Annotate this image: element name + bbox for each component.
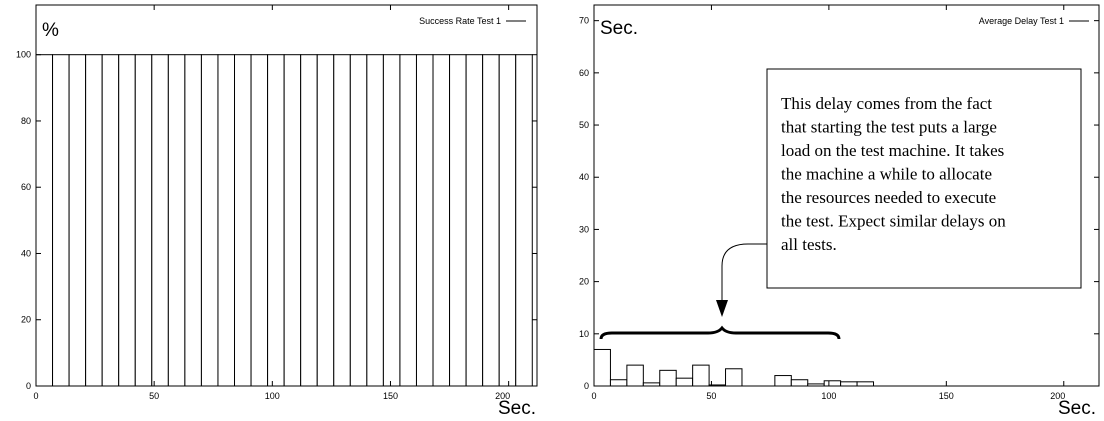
annotation-line: all tests. <box>781 235 837 254</box>
y-tick-label: 40 <box>579 172 589 182</box>
bar <box>300 54 318 387</box>
bar <box>482 54 500 387</box>
bar <box>642 382 661 387</box>
bar <box>184 54 202 387</box>
y-tick-label: 0 <box>26 381 31 391</box>
bar <box>366 54 384 387</box>
x-tick-label: 50 <box>149 391 159 401</box>
bar <box>151 54 169 387</box>
legend-label: Average Delay Test 1 <box>979 16 1064 26</box>
bar <box>659 369 677 387</box>
y-tick-label: 20 <box>21 315 31 325</box>
bar <box>498 54 517 387</box>
x-tick-label: 0 <box>591 391 596 401</box>
x-tick-label: 100 <box>265 391 280 401</box>
annotation-box <box>766 68 1082 289</box>
x-tick-label: 150 <box>383 391 398 401</box>
y-tick-label: 30 <box>579 224 589 234</box>
bar <box>790 379 809 387</box>
annotation-line: This delay comes from the fact <box>781 94 992 113</box>
bar <box>134 54 153 387</box>
y-tick-label: 60 <box>21 182 31 192</box>
bar <box>250 54 269 387</box>
x-tick-label: 200 <box>1050 391 1065 401</box>
bar <box>333 54 351 387</box>
axis-ticks: 0 50 100 150 200 0 10 20 30 40 50 60 70 <box>579 5 1099 401</box>
bar <box>725 368 743 387</box>
bar <box>217 54 236 387</box>
bar <box>316 54 335 387</box>
bar <box>465 54 484 387</box>
annotation-line: that starting the test puts a large <box>781 118 997 137</box>
average-delay-chart: 0 50 100 150 200 0 10 20 30 40 50 60 70 Sec. Sec. Av… <box>579 4 1100 419</box>
y-tick-label: 10 <box>579 329 589 339</box>
bar <box>167 54 186 387</box>
x-tick-label: 0 <box>33 391 38 401</box>
bar <box>68 54 87 387</box>
bar <box>283 54 302 387</box>
x-tick-label: 200 <box>495 391 510 401</box>
bar <box>774 375 792 387</box>
bar <box>382 54 401 387</box>
y-tick-label: 70 <box>579 16 589 26</box>
y-tick-label: 60 <box>579 68 589 78</box>
bar <box>807 383 825 387</box>
annotation-arrow-head-icon <box>716 300 728 317</box>
annotation-line: load on the test machine. It takes <box>781 141 1004 160</box>
y-tick-label: 50 <box>579 120 589 130</box>
bar <box>399 54 417 387</box>
x-axis-label: Sec. <box>1058 398 1096 419</box>
y-tick-label: 80 <box>21 116 31 126</box>
bar <box>234 54 252 387</box>
bar <box>449 54 467 387</box>
bar <box>823 380 842 387</box>
legend-label: Success Rate Test 1 <box>419 16 501 26</box>
axis-ticks: 0 50 100 150 200 0 20 40 60 80 100 <box>16 5 537 401</box>
x-axis-label: Sec. <box>498 398 536 419</box>
bar <box>267 54 285 387</box>
annotation-line: the resources needed to execute <box>781 188 996 207</box>
y-axis-label: Sec. <box>600 18 638 39</box>
y-axis-label: % <box>42 20 59 41</box>
bar <box>840 381 858 387</box>
curly-brace-icon <box>599 325 841 340</box>
bar <box>609 379 628 387</box>
x-tick-label: 150 <box>939 391 954 401</box>
bar <box>515 54 533 387</box>
bar <box>415 54 434 387</box>
bar <box>626 364 644 387</box>
bar <box>101 54 120 387</box>
y-tick-label: 100 <box>16 50 31 60</box>
bars-group <box>593 348 875 387</box>
annotation-arrow-curve <box>721 243 767 300</box>
bar <box>85 54 103 387</box>
annotation-text: This delay comes from the fact that start… <box>781 94 1006 254</box>
bar <box>856 381 875 387</box>
y-tick-label: 40 <box>21 248 31 258</box>
x-tick-label: 50 <box>706 391 716 401</box>
bar <box>692 364 710 387</box>
annotation-line: the test. Expect similar delays on <box>781 212 1006 231</box>
bar <box>200 54 219 387</box>
bar <box>349 54 368 387</box>
y-tick-label: 20 <box>579 277 589 287</box>
bar <box>118 54 136 387</box>
bar <box>432 54 451 387</box>
bar <box>35 54 54 387</box>
success-rate-chart: 0 50 100 150 200 0 20 40 60 80 100 % Sec. Success … <box>16 4 538 419</box>
bars-group <box>35 54 533 387</box>
annotation-line: the machine a while to allocate <box>781 165 992 184</box>
bar <box>52 54 70 387</box>
bar <box>675 377 694 387</box>
y-tick-label: 0 <box>584 381 589 391</box>
bar <box>593 348 611 387</box>
x-tick-label: 100 <box>821 391 836 401</box>
